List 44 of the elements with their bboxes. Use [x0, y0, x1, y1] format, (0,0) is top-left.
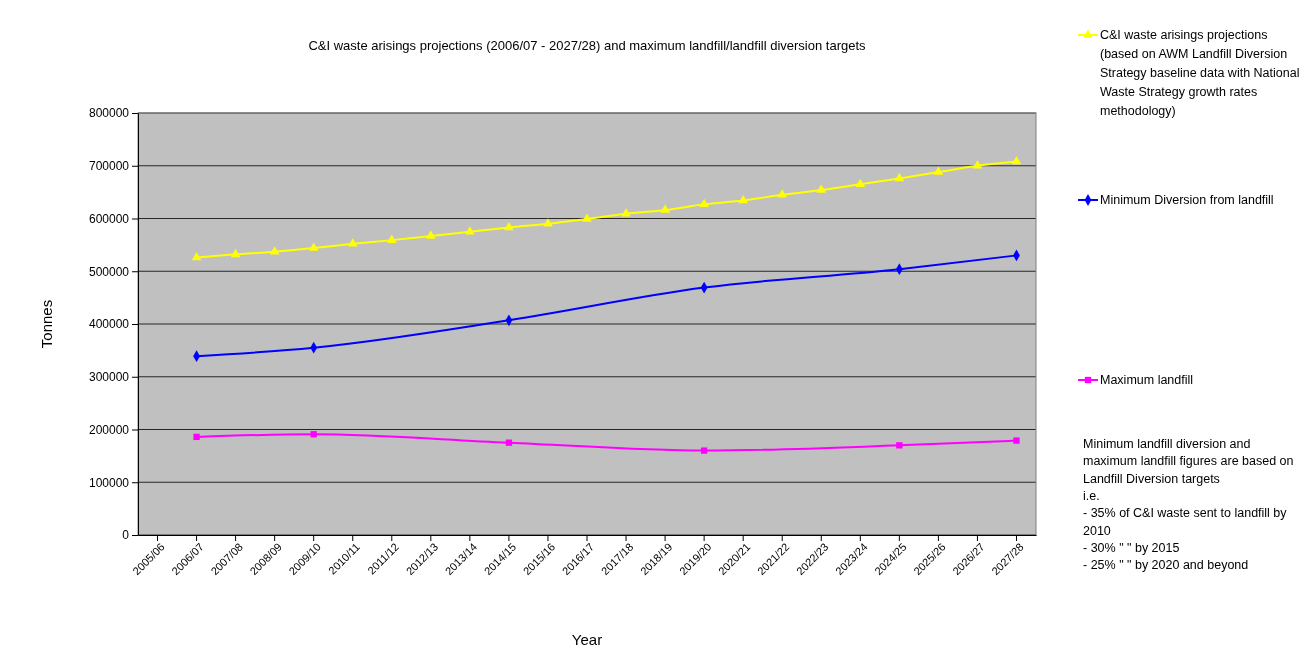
- x-axis-title: Year: [571, 631, 603, 648]
- point: [308, 242, 319, 251]
- y-tick-label: 700000: [88, 159, 130, 174]
- y-axis-title: Tonnes: [38, 299, 55, 349]
- point: [894, 172, 905, 182]
- point: [660, 204, 670, 213]
- y-tick-label: 800000: [88, 106, 130, 121]
- point: [855, 178, 866, 187]
- point: [465, 226, 475, 235]
- point: [230, 248, 241, 258]
- point: [1011, 155, 1022, 165]
- text: Minimum landfill diversion and maximum landfill figures are based on Landfill Diversion targets i.e. - 35% of C&I waste sent to landfill by 2010 - 30% " " by 2015 - 25% " " by 2020 and beyond: [1083, 437, 1294, 573]
- point: [699, 198, 709, 208]
- point: [310, 431, 317, 438]
- point: [504, 221, 514, 231]
- point: [700, 447, 708, 454]
- point: [347, 238, 358, 247]
- point: [582, 213, 592, 222]
- point: [738, 195, 748, 204]
- y-tick-label: 600000: [88, 211, 130, 226]
- point: [972, 160, 983, 169]
- legend-label: Minimum Diversion from landfill: [1100, 193, 1274, 207]
- legend-label: C&I waste arisings projections (based on AWM Landfill Diversion Strategy baseline data with National Waste Strategy growth rates methodology): [1100, 28, 1300, 118]
- point: [505, 439, 513, 446]
- point: [777, 189, 788, 198]
- point: [191, 251, 202, 261]
- point: [896, 442, 903, 449]
- point: [426, 230, 436, 239]
- point: [543, 218, 553, 227]
- point: [1013, 437, 1020, 444]
- point: [193, 433, 200, 441]
- legend-label: Maximum landfill: [1100, 373, 1194, 387]
- chart-title: C&I waste arisings projections (2006/07 - 2027/28) and maximum landfill/landfill diversion targets: [308, 38, 867, 53]
- point: [621, 208, 631, 217]
- y-tick-label: 300000: [88, 370, 130, 385]
- point: [269, 246, 280, 255]
- y-tick-label: 200000: [88, 422, 130, 437]
- y-tick-label: 100000: [88, 475, 130, 490]
- point: [816, 184, 827, 193]
- y-tick-label: 0: [122, 528, 130, 543]
- y-tick-label: 400000: [88, 317, 130, 332]
- point: [386, 234, 397, 243]
- y-tick-label: 500000: [88, 264, 130, 279]
- point: [933, 166, 944, 175]
